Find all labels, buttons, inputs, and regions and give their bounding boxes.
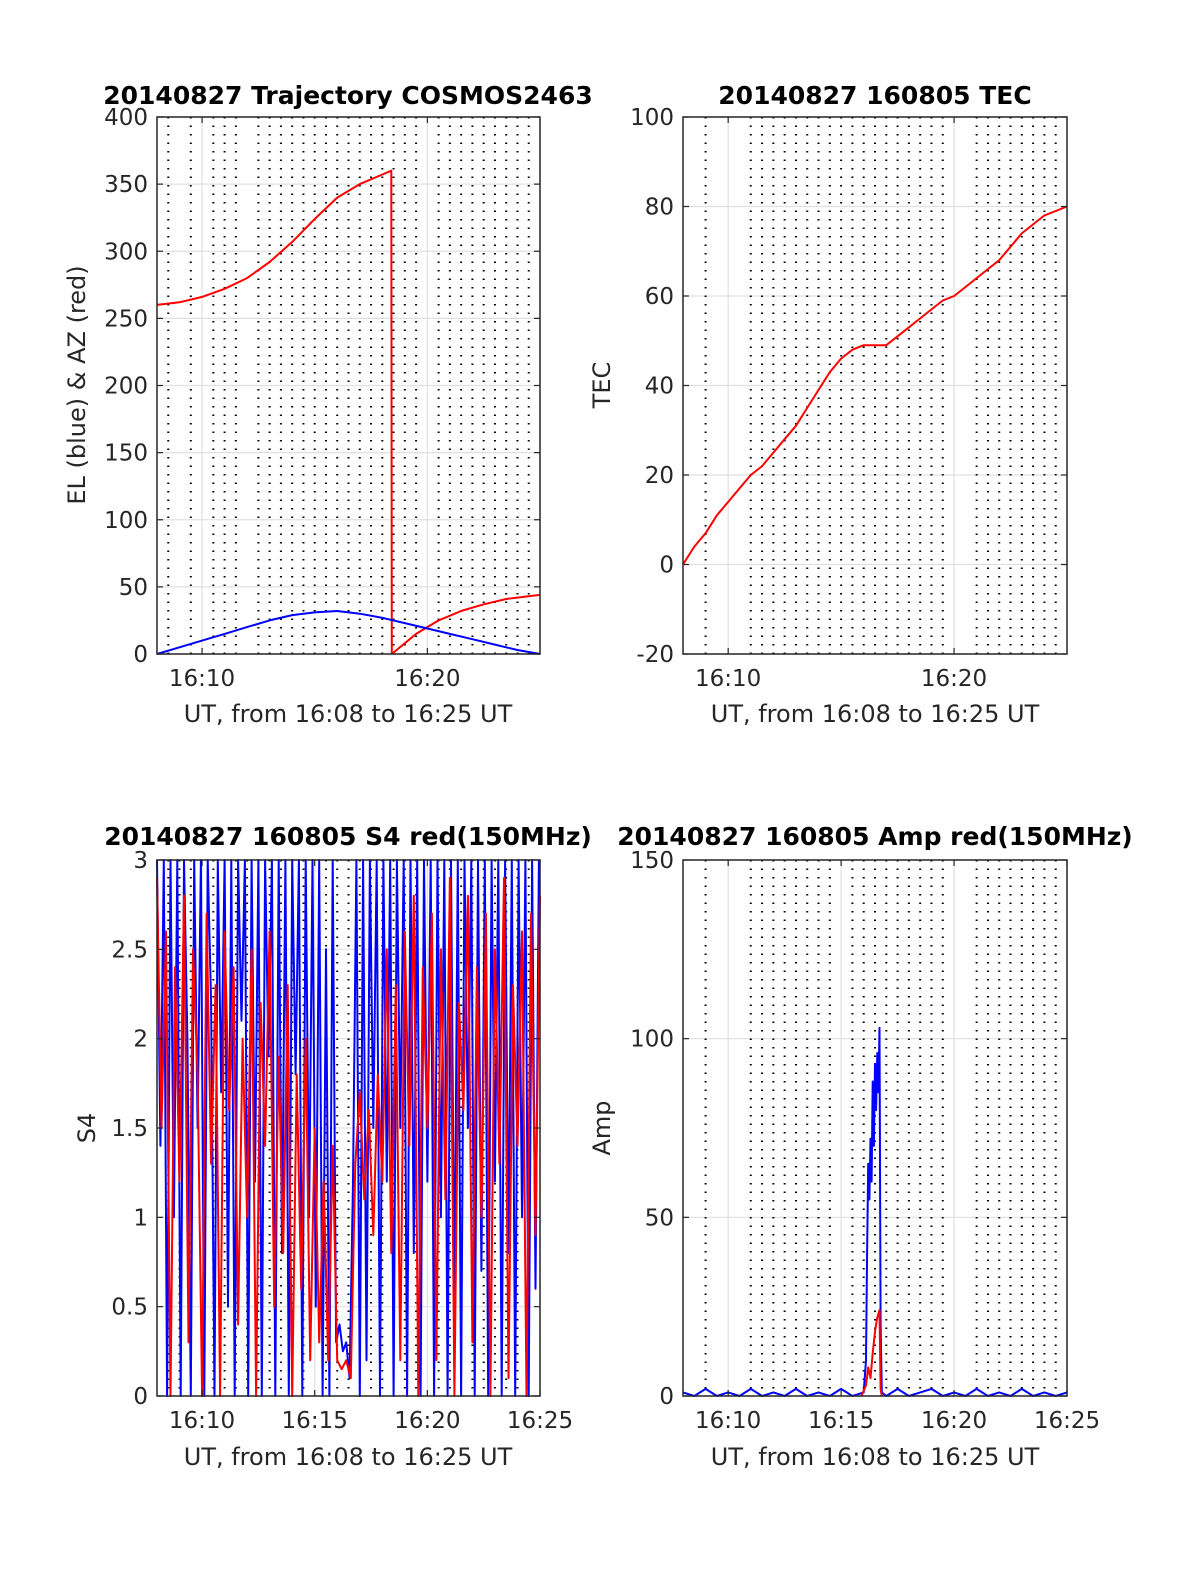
series-line-0 [682,1026,1068,1397]
series-line-1 [156,610,541,655]
s4-panel: 20140827 160805 S4 red(150MHz) UT, from … [73,822,592,1471]
y-tick-label: 50 [645,1205,674,1231]
y-tick-label: 3 [133,848,148,874]
y-axis-label: EL (blue) & AZ (red) [63,265,91,504]
y-tick-label: 1.5 [111,1116,148,1142]
y-tick-label: 60 [645,284,674,310]
y-tick-label: 2 [133,1027,148,1053]
y-tick-label: -20 [636,642,674,668]
y-tick-label: 40 [645,374,674,400]
y-tick-label: 100 [630,1027,674,1053]
y-tick-label: 300 [104,239,148,265]
x-tick-label: 16:25 [1034,1408,1100,1434]
x-axis-label: UT, from 16:08 to 16:25 UT [711,700,1040,728]
x-axis-label: UT, from 16:08 to 16:25 UT [184,1443,513,1471]
x-tick-label: 16:20 [394,1408,460,1434]
x-tick-label: 16:10 [695,666,761,692]
x-tick-label: 16:15 [282,1408,348,1434]
y-tick-label: 250 [104,306,148,332]
grid [157,116,540,655]
amp-panel: 20140827 160805 Amp red(150MHz) UT, from… [588,822,1133,1471]
y-tick-label: 0 [133,642,148,668]
y-tick-label: 0.5 [111,1295,148,1321]
y-tick-label: 0 [659,1384,674,1410]
tec-panel: 20140827 160805 TEC UT, from 16:08 to 16… [588,81,1068,728]
y-tick-label: 0 [659,553,674,579]
x-tick-label: 16:10 [695,1408,761,1434]
series-line-0 [391,593,541,655]
x-tick-label: 16:15 [808,1408,874,1434]
y-tick-label: 0 [133,1384,148,1410]
chart-title: 20140827 Trajectory COSMOS2463 [103,81,593,110]
x-tick-label: 16:25 [507,1408,573,1434]
x-tick-label: 16:10 [169,666,235,692]
x-axis-label: UT, from 16:08 to 16:25 UT [184,700,513,728]
y-tick-label: 50 [119,575,148,601]
series-group [156,859,541,1397]
x-axis-label: UT, from 16:08 to 16:25 UT [711,1443,1040,1471]
y-tick-label: 100 [630,105,674,131]
y-tick-label: 20 [645,463,674,489]
series-line-0 [156,169,393,655]
series-group [156,169,541,655]
trajectory-panel: 20140827 Trajectory COSMOS2463 UT, from … [63,81,593,728]
series-line-1 [156,876,541,1397]
y-axis-label: S4 [73,1113,101,1144]
y-tick-label: 1 [133,1205,148,1231]
chart-title: 20140827 160805 TEC [718,81,1031,110]
y-tick-label: 350 [104,172,148,198]
y-tick-label: 400 [104,105,148,131]
y-axis-label: Amp [588,1100,616,1155]
series-group [682,205,1068,566]
y-axis-label: TEC [588,362,616,410]
grid [683,116,1067,655]
x-tick-label: 16:20 [394,666,460,692]
chart-title: 20140827 160805 S4 red(150MHz) [104,822,592,851]
series-group [682,1026,1068,1397]
x-tick-label: 16:20 [921,666,987,692]
x-tick-label: 16:20 [921,1408,987,1434]
series-line-1 [860,1309,883,1397]
y-tick-label: 80 [645,195,674,221]
y-tick-label: 150 [104,441,148,467]
series-line-0 [682,205,1068,566]
y-tick-label: 200 [104,374,148,400]
y-tick-label: 150 [630,848,674,874]
axes-box [682,859,1068,1397]
series-line-0 [156,859,540,1397]
x-tick-label: 16:10 [169,1408,235,1434]
chart-title: 20140827 160805 Amp red(150MHz) [617,822,1133,851]
y-tick-label: 100 [104,508,148,534]
y-tick-label: 2.5 [111,937,148,963]
